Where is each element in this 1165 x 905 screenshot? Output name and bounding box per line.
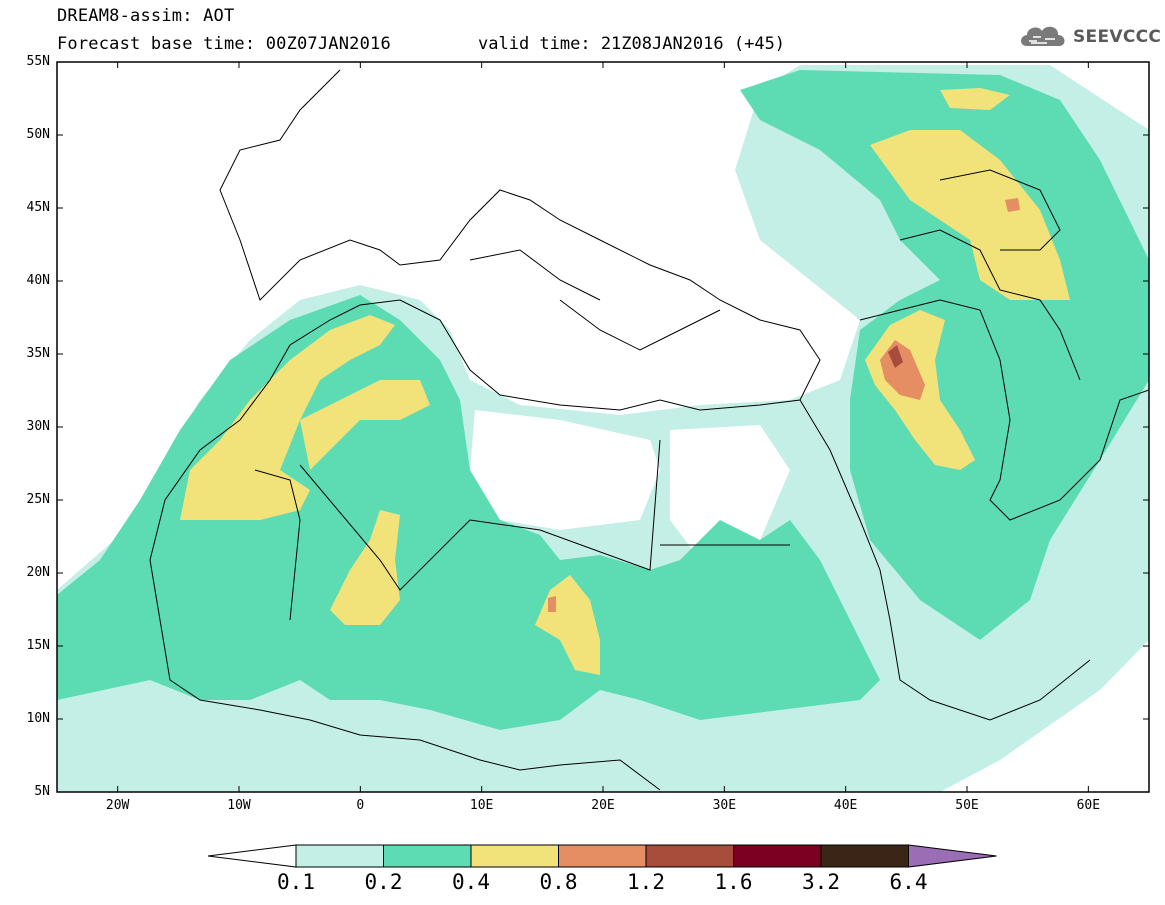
colorbar-segment (558, 844, 647, 868)
valid-time: valid time: 21Z08JAN2016 (+45) (478, 34, 786, 54)
y-tick-label: 30N (26, 419, 50, 434)
colorbar (207, 844, 997, 868)
y-tick-label: 25N (26, 492, 50, 507)
y-tick-label: 10N (26, 711, 50, 726)
colorbar-segment (470, 844, 559, 868)
colorbar-label: 1.6 (714, 870, 753, 894)
colorbar-segment (820, 844, 909, 868)
colorbar-label: 0.2 (364, 870, 403, 894)
x-tick-label: 60E (1076, 798, 1101, 813)
y-tick-label: 40N (26, 273, 50, 288)
aot-contour-0.4 (180, 88, 1070, 675)
y-tick-label: 5N (34, 784, 50, 799)
x-tick-label: 0 (356, 798, 365, 813)
x-tick-label: 40E (833, 798, 858, 813)
colorbar-label: 1.2 (627, 870, 665, 894)
colorbar-segment (733, 844, 822, 868)
y-tick-label: 50N (26, 127, 50, 142)
x-tick-label: 20W (105, 798, 130, 813)
seevccc-logo: SEEVCCC (1017, 22, 1161, 52)
logo-text: SEEVCCC (1073, 27, 1162, 47)
y-tick-label: 15N (26, 638, 50, 653)
x-tick-label: 10E (469, 798, 494, 813)
axis-ticks (57, 61, 1149, 793)
title-line-1: DREAM8-assim: AOT (57, 6, 235, 26)
cloud-icon (1017, 22, 1069, 52)
title-line-2: Forecast base time: 00Z07JAN2016 (57, 34, 391, 54)
aot-contour-1.2 (888, 345, 903, 368)
coastlines (149, 69, 1149, 791)
y-tick-label: 20N (26, 565, 50, 580)
colorbar-label: 3.2 (802, 870, 840, 894)
colorbar-segment (383, 844, 472, 868)
x-tick-label: 20E (591, 798, 615, 813)
colorbar-under-arrow (207, 844, 297, 868)
x-tick-label: 30E (712, 798, 737, 813)
x-tick-label: 50E (955, 798, 979, 813)
colorbar-segment (645, 844, 734, 868)
colorbar-over-arrow (908, 844, 997, 868)
x-tick-label: 10W (227, 798, 251, 813)
colorbar-label: 0.4 (452, 870, 490, 894)
y-tick-label: 35N (26, 346, 50, 361)
colorbar-label: 6.4 (889, 870, 928, 894)
colorbar-label: 0.8 (539, 870, 578, 894)
y-tick-label: 55N (26, 54, 50, 69)
colorbar-label: 0.1 (277, 870, 315, 894)
y-tick-label: 45N (26, 200, 50, 215)
colorbar-segment (295, 844, 384, 868)
